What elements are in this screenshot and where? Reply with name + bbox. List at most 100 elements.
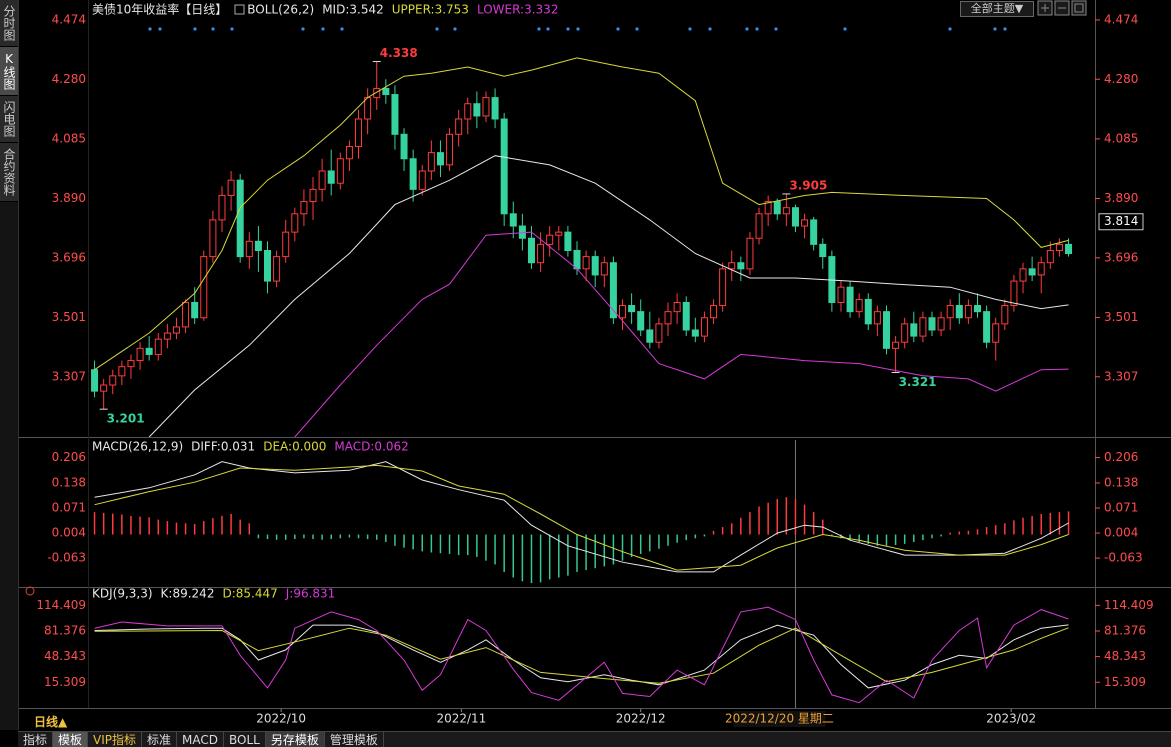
y-tick-label-right: 114.409 — [1104, 598, 1154, 612]
candle-body — [782, 207, 790, 215]
candle-body — [464, 103, 472, 120]
legend-label: LOWER:3.332 — [477, 3, 559, 17]
candle-body — [537, 243, 545, 264]
event-markers — [148, 27, 1007, 31]
annotation-label: 3.201 — [107, 412, 145, 426]
settings-icon[interactable] — [25, 586, 35, 596]
candle-body — [928, 317, 936, 331]
y-tick-label: 3.696 — [52, 250, 86, 264]
y-tick-label: 3.307 — [52, 369, 86, 383]
y-tick-label-right: 15.309 — [1104, 675, 1146, 689]
candle-body — [446, 133, 454, 166]
candle-body — [846, 286, 854, 313]
candle-body — [937, 317, 945, 331]
side-tab[interactable]: 分时图 — [0, 0, 18, 47]
y-tick-label: 4.085 — [52, 131, 86, 145]
crosshair-label: 2022/12/20 星期二 — [725, 712, 834, 726]
candle-body — [482, 97, 490, 117]
candle-body — [673, 301, 681, 313]
y-tick-label: 0.071 — [52, 501, 86, 515]
toolbar-tab[interactable]: MACD — [177, 732, 225, 747]
side-tab[interactable]: 闪电图 — [0, 96, 18, 143]
candle-body — [473, 103, 481, 117]
candle-body — [746, 237, 754, 270]
annotation-label: 4.338 — [380, 46, 418, 60]
legend-label: KDJ(9,3,3) — [92, 587, 153, 601]
toolbar-tab[interactable]: 模板 — [53, 732, 89, 747]
toolbar-tab[interactable]: BOLL — [224, 732, 266, 747]
toolbar-tab[interactable]: 标准 — [142, 732, 178, 747]
side-tab[interactable]: 合约资料 — [0, 143, 18, 202]
candle-body — [254, 240, 262, 251]
theme-button[interactable]: 全部主题▼ — [960, 1, 1034, 17]
candle-body — [946, 305, 954, 319]
legend-label: DIFF:0.031 — [191, 440, 255, 454]
candle-body — [619, 305, 627, 319]
y-tick-label-right: 0.004 — [1104, 526, 1138, 540]
candle-body — [400, 133, 408, 160]
y-tick-label: 0.138 — [52, 475, 86, 489]
candle-body — [600, 262, 608, 276]
y-tick-label-right: 3.501 — [1104, 310, 1138, 324]
candle-body — [801, 219, 809, 227]
candle-body — [992, 323, 1000, 343]
candle-body — [1001, 305, 1009, 325]
candle-body — [209, 219, 217, 258]
candle-body — [564, 231, 572, 251]
toolbar-tab[interactable]: VIP指标 — [88, 732, 143, 747]
series-line — [148, 155, 1069, 437]
y-tick-label-right: 0.206 — [1104, 450, 1138, 464]
legend-label: MACD:0.062 — [334, 440, 408, 454]
annotation-label: 3.321 — [899, 375, 937, 389]
candle-body — [901, 323, 909, 343]
candle-body — [582, 256, 590, 270]
side-tab[interactable]: K线图 — [0, 47, 18, 96]
candle-body — [682, 301, 690, 331]
candle-body — [100, 384, 108, 392]
legend-label: 美债10年收益率【日线】 — [92, 2, 227, 17]
candle-body — [309, 188, 317, 203]
candle-body — [864, 298, 872, 325]
toolbar-tab[interactable]: 管理模板 — [325, 732, 384, 747]
legend-label: DEA:0.000 — [263, 440, 326, 454]
candle-body — [109, 375, 117, 386]
candle-body — [737, 262, 745, 270]
candle-body — [755, 213, 763, 239]
window-buttons[interactable] — [1037, 0, 1087, 16]
crosshair-box — [733, 711, 826, 727]
candle-body — [974, 305, 982, 313]
series-line — [94, 464, 1069, 571]
y-tick-label-right: 0.071 — [1104, 501, 1138, 515]
candle-body — [728, 262, 736, 270]
y-tick-label: 0.206 — [52, 450, 86, 464]
candle-body — [637, 311, 645, 331]
candle-body — [1037, 262, 1045, 276]
candle-body — [555, 231, 563, 236]
legend-label: K:89.242 — [161, 587, 215, 601]
last-price-label: 3.814 — [1104, 214, 1138, 228]
plot-area — [91, 57, 1073, 437]
candle-body — [373, 87, 381, 99]
candle-body — [691, 329, 699, 337]
candle-body — [282, 231, 290, 258]
candle-body — [336, 158, 344, 184]
candle-body — [837, 286, 845, 303]
candle-body — [218, 194, 226, 221]
candle-body — [700, 317, 708, 337]
candle-body — [154, 338, 162, 355]
legend-label: J:96.831 — [285, 587, 336, 601]
candle-body — [345, 146, 353, 160]
candle-body — [364, 97, 372, 120]
y-tick-label-right: 0.138 — [1104, 475, 1138, 489]
toolbar-tab[interactable]: 指标 — [18, 732, 54, 747]
toolbar-tab[interactable]: 另存模板 — [265, 732, 325, 747]
y-tick-label: -0.063 — [47, 551, 86, 565]
candle-body — [191, 301, 199, 319]
candle-body — [764, 201, 772, 215]
sidebar: 分时图 K线图 闪电图 合约资料 — [0, 0, 19, 730]
period-label[interactable]: 日线▲ — [34, 715, 68, 729]
candle-body — [382, 87, 390, 96]
candle-body — [509, 213, 517, 227]
